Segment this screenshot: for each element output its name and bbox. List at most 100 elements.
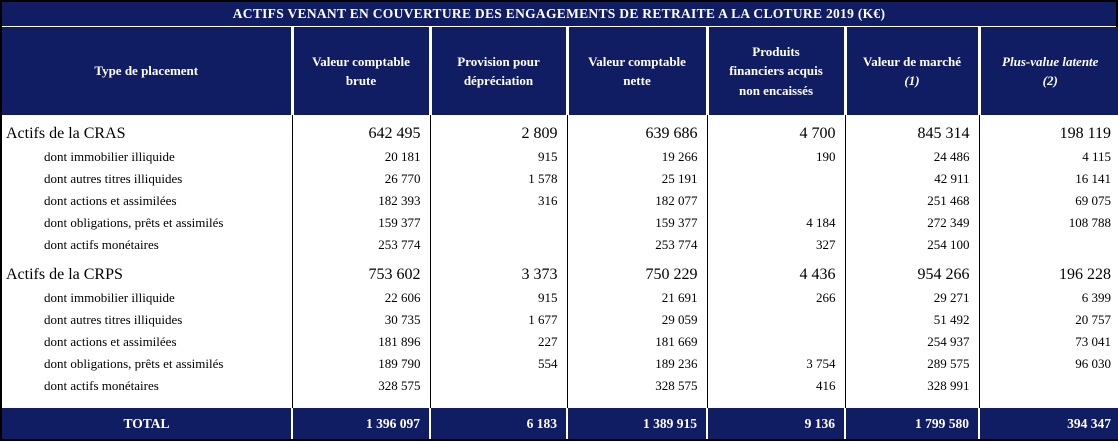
cell-value — [978, 234, 1118, 256]
row-label: dont obligations, prêts et assimilés — [2, 353, 292, 375]
total-value: 1 396 097 — [291, 408, 430, 439]
cell-value: 73 041 — [978, 331, 1118, 353]
table-title: ACTIFS VENANT EN COUVERTURE DES ENGAGEME… — [2, 2, 1116, 27]
row-label: dont immobilier illiquide — [2, 146, 292, 168]
col-header-footnote-ref: (2) — [1042, 73, 1058, 88]
cell-value: 22 606 — [291, 287, 430, 309]
cell-value: 189 790 — [291, 353, 430, 375]
cell-value: 253 774 — [291, 234, 430, 256]
detail-row: dont immobilier illiquide 22 606 915 21 691… — [2, 287, 1118, 309]
cell-value: 159 377 — [566, 212, 707, 234]
cell-value: 198 119 — [978, 115, 1118, 146]
cell-value: 289 575 — [844, 353, 979, 375]
col-header-valeur-comptable-brute: Valeur comptable brute — [290, 27, 430, 115]
col-header-produits-financiers: Produits financiers acquis non encaissés — [705, 27, 845, 115]
spacer-cell — [429, 397, 567, 408]
col-header-footnote-ref: (1) — [904, 73, 920, 88]
cell-value: 159 377 — [291, 212, 430, 234]
row-label: dont actions et assimilées — [2, 331, 292, 353]
col-header-label: Plus-value latente — [1002, 53, 1099, 69]
cell-value: 266 — [706, 287, 845, 309]
assets-table: Type de placement Valeur comptable brute… — [2, 27, 1118, 439]
row-label: Actifs de la CRPS — [2, 256, 292, 287]
detail-row: dont obligations, prêts et assimilés 189 … — [2, 353, 1118, 375]
cell-value: 328 575 — [566, 375, 707, 397]
spacer-row — [2, 397, 1118, 408]
spacer-cell — [706, 397, 845, 408]
cell-value: 181 896 — [291, 331, 430, 353]
col-header-label: Valeur comptable nette — [588, 53, 686, 89]
col-header-provision-depreciation: Provision pour dépréciation — [428, 27, 567, 115]
cell-value: 328 575 — [291, 375, 430, 397]
total-value: 1 799 580 — [844, 408, 979, 439]
row-label: dont actions et assimilées — [2, 190, 292, 212]
row-label: dont autres titres illiquides — [2, 168, 292, 190]
cell-value: 254 937 — [844, 331, 979, 353]
cell-value: 227 — [429, 331, 567, 353]
cell-value: 16 141 — [978, 168, 1118, 190]
col-header-label: Type de placement — [94, 63, 199, 79]
spacer-cell — [291, 397, 430, 408]
cell-value: 20 757 — [978, 309, 1118, 331]
row-label: dont immobilier illiquide — [2, 287, 292, 309]
cell-value: 845 314 — [844, 115, 979, 146]
cell-value: 1 578 — [429, 168, 567, 190]
cell-value: 328 991 — [844, 375, 979, 397]
cell-value: 96 030 — [978, 353, 1118, 375]
cell-value: 642 495 — [291, 115, 430, 146]
cell-value: 915 — [429, 287, 567, 309]
row-label: dont actifs monétaires — [2, 375, 292, 397]
cell-value: 24 486 — [844, 146, 979, 168]
cell-value: 253 774 — [566, 234, 707, 256]
detail-row: dont autres titres illiquides 30 735 1 677… — [2, 309, 1118, 331]
detail-row: dont actifs monétaires 253 774 253 774 327 2… — [2, 234, 1118, 256]
cell-value: 21 691 — [566, 287, 707, 309]
cell-value: 915 — [429, 146, 567, 168]
cell-value: 416 — [706, 375, 845, 397]
cell-value: 20 181 — [291, 146, 430, 168]
row-label: dont autres titres illiquides — [2, 309, 292, 331]
cell-value: 196 228 — [978, 256, 1118, 287]
col-header-type-de-placement: Type de placement — [2, 27, 292, 115]
total-value: 394 347 — [978, 408, 1118, 439]
cell-value: 182 077 — [566, 190, 707, 212]
cell-value: 19 266 — [566, 146, 707, 168]
cell-value: 4 184 — [706, 212, 845, 234]
spacer-cell — [844, 397, 979, 408]
detail-row: dont actions et assimilées 182 393 316 182 … — [2, 190, 1118, 212]
spacer-cell — [566, 397, 707, 408]
row-label: dont actifs monétaires — [2, 234, 292, 256]
detail-row: dont immobilier illiquide 20 181 915 19 266… — [2, 146, 1118, 168]
cell-value — [706, 331, 845, 353]
cell-value: 108 788 — [978, 212, 1118, 234]
row-label: Actifs de la CRAS — [2, 115, 292, 146]
cell-value — [429, 212, 567, 234]
col-header-label: Produits financiers acquis non encaissés — [729, 43, 823, 98]
cell-value: 316 — [429, 190, 567, 212]
cell-value: 29 059 — [566, 309, 707, 331]
total-label: TOTAL — [2, 408, 292, 439]
cell-value: 750 229 — [566, 256, 707, 287]
group-row: Actifs de la CRPS 753 602 3 373 750 229 4 43… — [2, 256, 1118, 287]
cell-value: 251 468 — [844, 190, 979, 212]
detail-row: dont obligations, prêts et assimilés 159 … — [2, 212, 1118, 234]
total-value: 1 389 915 — [566, 408, 707, 439]
detail-row: dont actifs monétaires 328 575 328 575 416 3… — [2, 375, 1118, 397]
cell-value: 26 770 — [291, 168, 430, 190]
total-value: 6 183 — [429, 408, 567, 439]
col-header-valeur-comptable-nette: Valeur comptable nette — [565, 27, 707, 115]
cell-value: 190 — [706, 146, 845, 168]
cell-value — [706, 168, 845, 190]
col-header-valeur-de-marche: Valeur de marché (1) — [843, 27, 979, 115]
detail-row: dont actions et assimilées 181 896 227 181 … — [2, 331, 1118, 353]
cell-value: 189 236 — [566, 353, 707, 375]
cell-value: 69 075 — [978, 190, 1118, 212]
cell-value: 181 669 — [566, 331, 707, 353]
col-header-plus-value-latente: Plus-value latente (2) — [977, 27, 1118, 115]
cell-value: 3 754 — [706, 353, 845, 375]
cell-value — [706, 309, 845, 331]
cell-value: 25 191 — [566, 168, 707, 190]
cell-value: 51 492 — [844, 309, 979, 331]
row-label: dont obligations, prêts et assimilés — [2, 212, 292, 234]
cell-value: 753 602 — [291, 256, 430, 287]
